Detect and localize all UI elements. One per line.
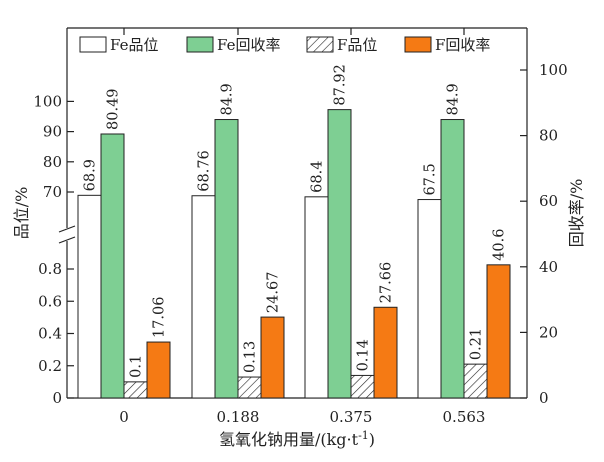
bar-hatch: [350, 374, 375, 399]
x-axis-title: 氢氧化钠用量/(kg·t-1): [219, 429, 375, 449]
x-tick-label: 0.188: [217, 408, 260, 426]
bar-orange: [146, 341, 171, 399]
legend-label-fe-recovery: Fe回收率: [217, 36, 280, 54]
axis-break-mark-2: [58, 236, 76, 244]
bar-green: [327, 109, 352, 399]
left-upper-tick-label: 100: [33, 92, 62, 110]
right-tick-label: 60: [539, 192, 558, 210]
bar-green: [100, 133, 125, 399]
x-tick-label: 0: [119, 408, 129, 426]
legend-swatch-f-grade: [306, 36, 334, 53]
x-tick-label: 0.563: [443, 408, 486, 426]
bar-orange: [260, 316, 285, 399]
data-label: 80.49: [106, 88, 122, 130]
data-label: 68.76: [197, 150, 213, 192]
data-label: 17.06: [152, 297, 168, 339]
x-axis-title-main: 氢氧化钠用量/(kg·t: [219, 430, 359, 449]
legend-label-f-recovery: F回收率: [435, 36, 490, 54]
bar-white: [191, 195, 216, 399]
bar-orange: [486, 264, 511, 399]
right-tick-label: 80: [539, 127, 558, 145]
bar-white: [304, 196, 329, 399]
data-label: 68.4: [310, 161, 326, 193]
left-upper-tick-label: 70: [43, 183, 62, 201]
data-label: 0.21: [469, 328, 485, 360]
left-upper-tick-label: 90: [43, 123, 62, 141]
bar-hatch: [123, 381, 148, 399]
data-label: 24.67: [266, 272, 282, 314]
left-lower-tick-label: 0.4: [38, 325, 62, 343]
right-tick-label: 40: [539, 258, 558, 276]
data-labels: 68.9 68.76 68.4 67.5 80.49 84.9 87.92 84.9 0.1 0.…: [83, 64, 508, 378]
legend-label-f-grade: F品位: [337, 36, 377, 54]
left-upper-tick-label: 80: [43, 153, 62, 171]
data-label: 0.13: [243, 341, 259, 373]
data-label: 68.9: [83, 159, 99, 191]
left-lower-tick-label: 0.8: [38, 260, 62, 278]
legend-label-fe-grade: Fe品位: [110, 36, 158, 54]
data-label: 0.1: [129, 355, 145, 378]
x-axis-title-superscript: -1: [358, 429, 369, 442]
x-axis-title-close: ): [369, 430, 375, 449]
x-tick-label: 0.375: [330, 408, 373, 426]
left-lower-tick-label: 0.2: [38, 357, 62, 375]
data-label: 87.92: [333, 64, 349, 106]
bar-white: [417, 199, 442, 399]
legend-swatch-fe-grade: [79, 36, 107, 53]
data-label: 84.9: [220, 83, 236, 115]
bar-hatch: [463, 363, 488, 399]
left-lower-tick-label: 0: [52, 389, 62, 407]
ticks: 70 80 90 100 0 0.2 0.4 0.6 0.8 0 20 40 60 80 100 0 0.188…: [33, 28, 568, 426]
legend-swatch-f-recovery: [404, 36, 432, 53]
bar-hatch: [237, 376, 262, 399]
right-tick-label: 0: [539, 389, 549, 407]
y-axis-right-title: 回收率/%: [567, 179, 586, 248]
bars: [77, 109, 511, 399]
bar-white: [77, 194, 102, 399]
axis-break-mark-1: [58, 225, 76, 233]
data-label: 27.66: [379, 262, 395, 304]
data-label: 40.6: [492, 229, 508, 261]
legend: Fe品位 Fe回收率 F品位 F回收率: [79, 36, 490, 54]
right-tick-label: 20: [539, 323, 558, 341]
data-label: 84.9: [446, 83, 462, 115]
data-label: 0.14: [356, 339, 372, 371]
data-label: 67.5: [423, 163, 439, 195]
legend-swatch-fe-recovery: [186, 36, 214, 53]
left-lower-tick-label: 0.6: [38, 292, 62, 310]
bar-orange: [373, 306, 398, 399]
right-tick-label: 100: [539, 61, 568, 79]
bar-green: [440, 119, 465, 399]
y-axis-left-title: 品位/%: [12, 187, 31, 240]
bar-green: [214, 119, 239, 399]
